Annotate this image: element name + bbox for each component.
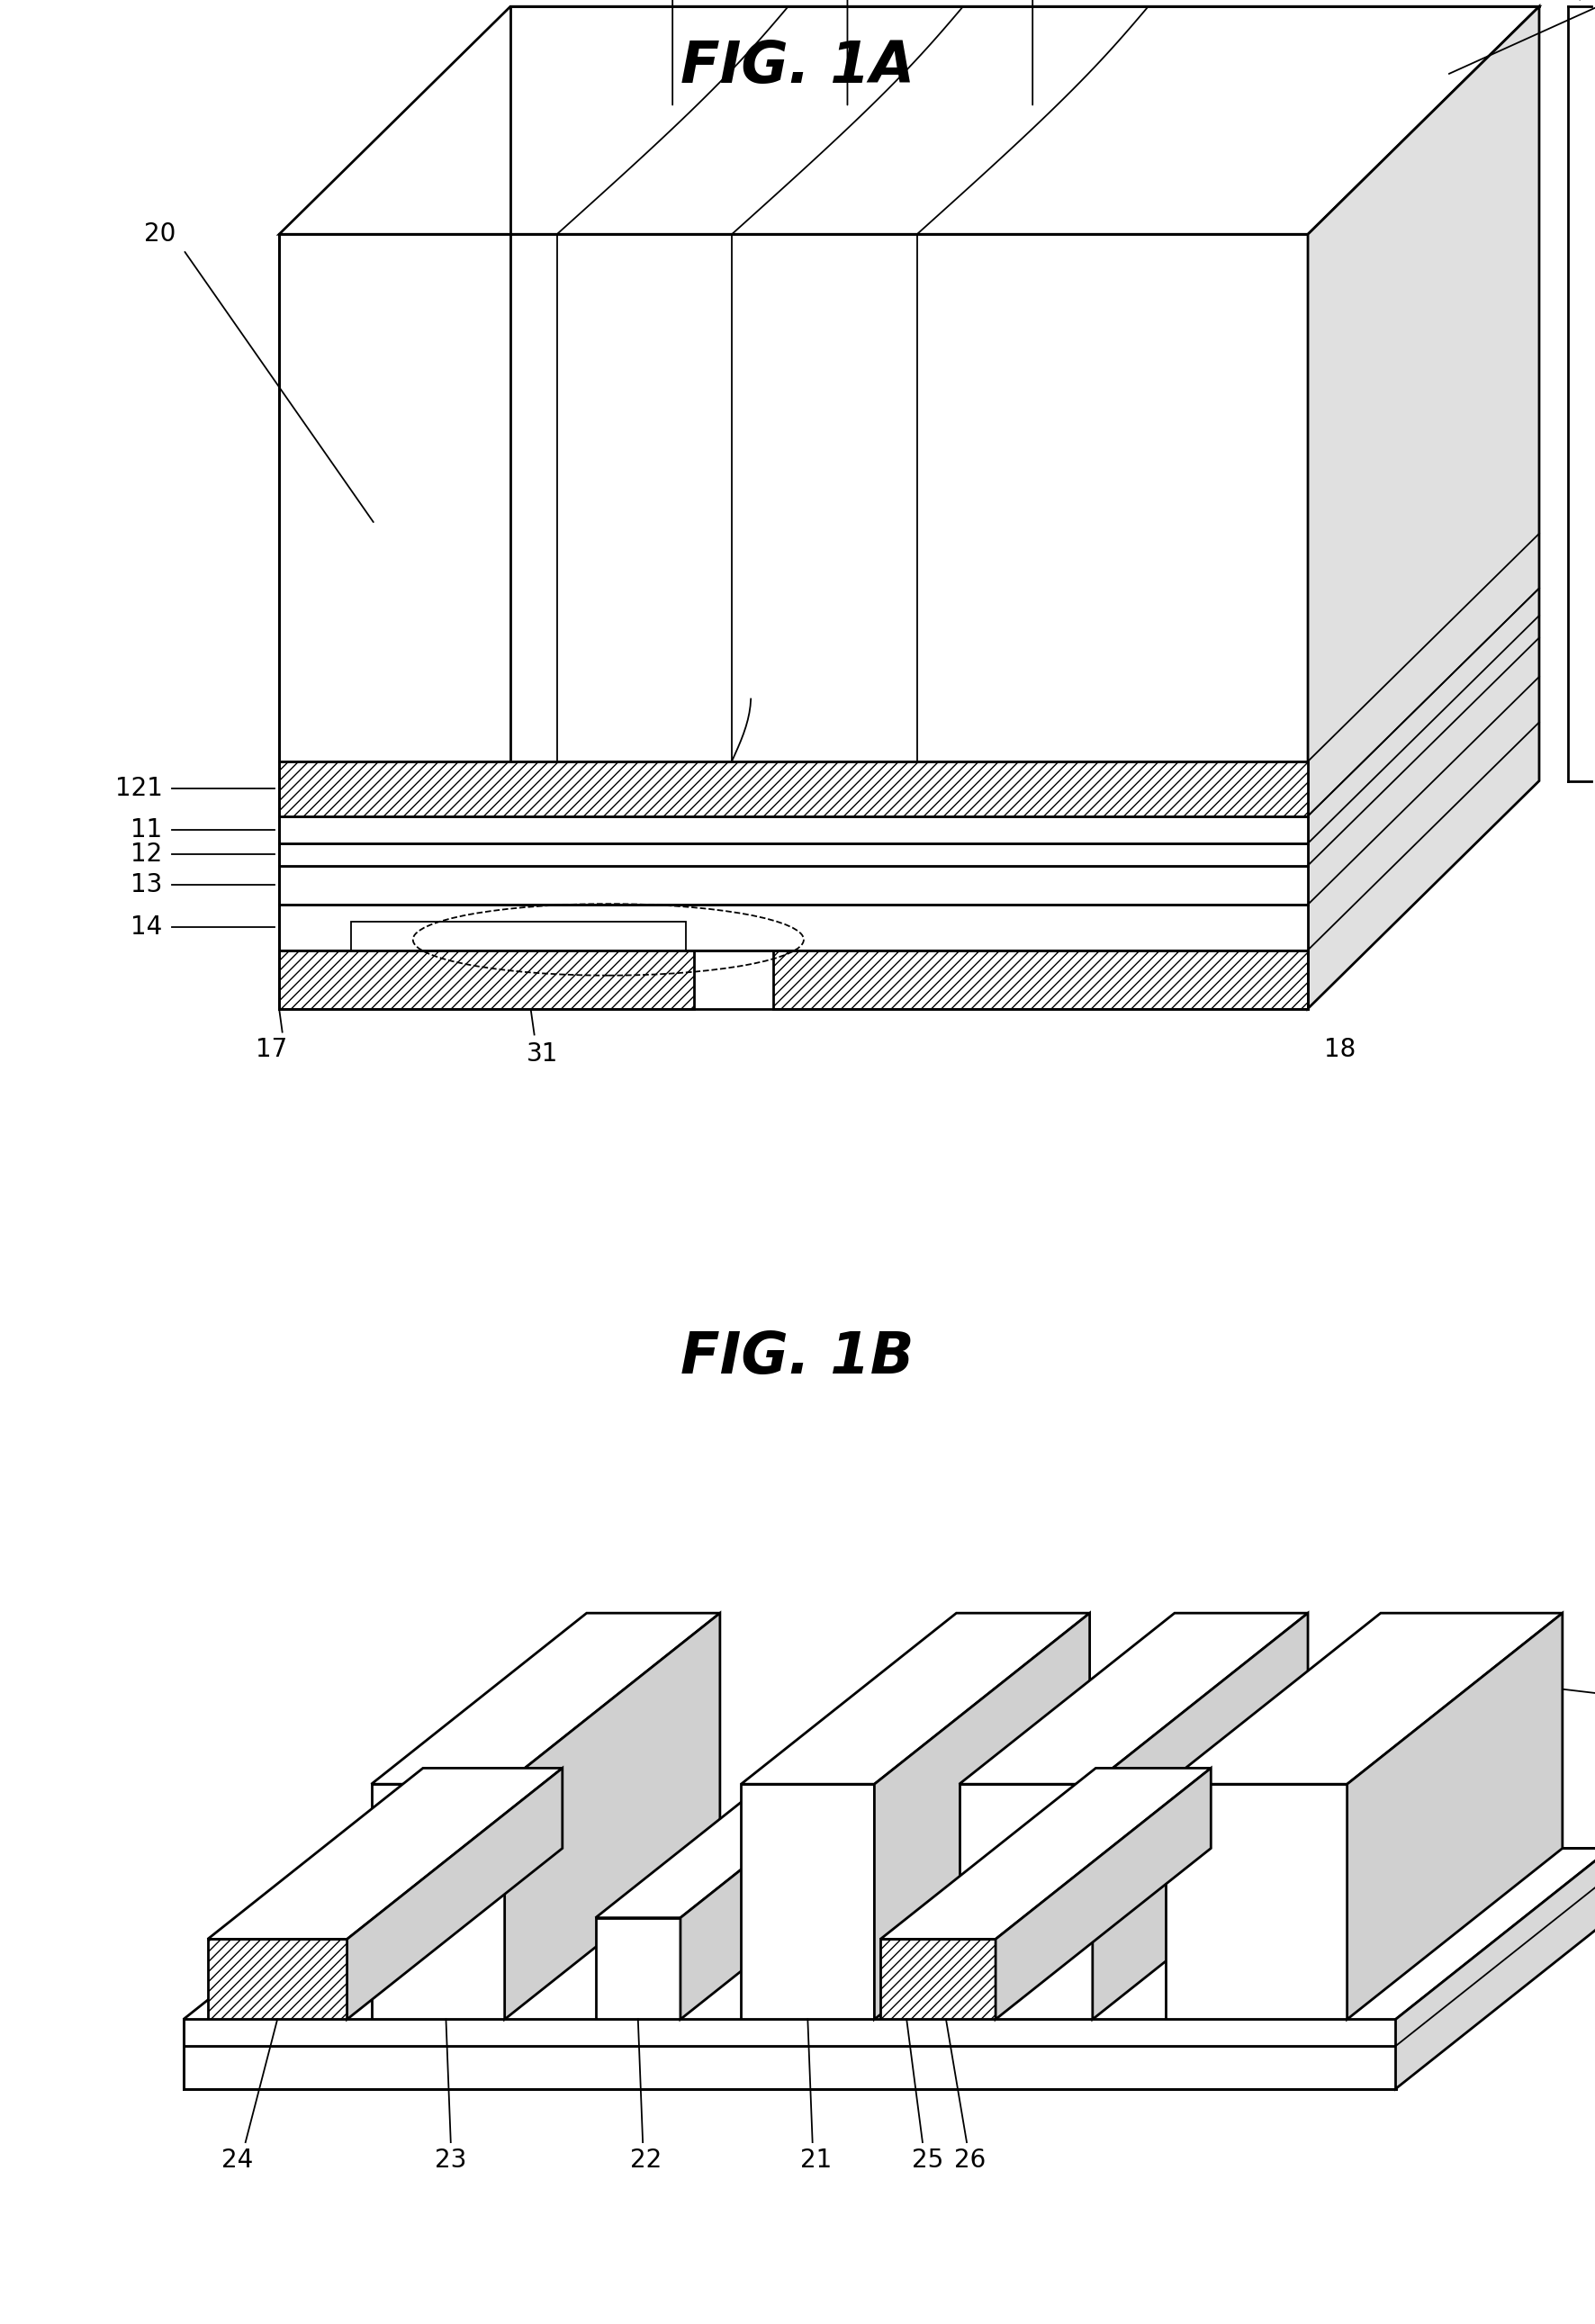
Polygon shape xyxy=(595,1917,681,2020)
Polygon shape xyxy=(1166,1613,1563,1785)
Polygon shape xyxy=(1348,1613,1563,2020)
Text: 21: 21 xyxy=(799,2147,831,2173)
Text: 26: 26 xyxy=(954,2147,986,2173)
Polygon shape xyxy=(1166,1785,1348,2020)
Text: 23: 23 xyxy=(435,2147,467,2173)
Polygon shape xyxy=(183,2045,1396,2089)
Text: 13: 13 xyxy=(131,872,163,897)
Polygon shape xyxy=(1093,1613,1308,2020)
Polygon shape xyxy=(372,1613,719,1785)
Polygon shape xyxy=(504,1613,719,2020)
Text: 121: 121 xyxy=(115,776,163,802)
Polygon shape xyxy=(279,865,1308,904)
Polygon shape xyxy=(372,1785,504,2020)
Polygon shape xyxy=(279,7,1539,235)
Text: 20: 20 xyxy=(144,221,175,246)
Text: 10: 10 xyxy=(1448,0,1595,74)
Polygon shape xyxy=(183,1848,1595,2020)
Text: 25: 25 xyxy=(911,2147,943,2173)
Polygon shape xyxy=(742,1785,874,2020)
Polygon shape xyxy=(351,920,686,951)
Text: 11: 11 xyxy=(131,818,163,841)
Text: FIG. 1B: FIG. 1B xyxy=(681,1329,914,1385)
Polygon shape xyxy=(279,844,1308,865)
Text: FIG. 1A: FIG. 1A xyxy=(681,40,914,95)
Polygon shape xyxy=(279,904,1308,951)
Polygon shape xyxy=(880,1769,1211,1938)
Polygon shape xyxy=(183,2020,1396,2045)
Text: 22: 22 xyxy=(630,2147,662,2173)
Text: 31: 31 xyxy=(526,1041,558,1067)
Text: 14: 14 xyxy=(131,916,163,939)
Polygon shape xyxy=(279,816,1308,844)
Text: 17: 17 xyxy=(255,1037,287,1062)
Text: 27: 27 xyxy=(1501,1683,1595,1710)
Polygon shape xyxy=(1396,1848,1595,2089)
Text: 12: 12 xyxy=(131,841,163,867)
Polygon shape xyxy=(279,951,694,1009)
Polygon shape xyxy=(279,762,1308,816)
Polygon shape xyxy=(207,1938,348,2020)
Polygon shape xyxy=(348,1769,563,2020)
Polygon shape xyxy=(874,1613,1089,2020)
Polygon shape xyxy=(995,1769,1211,2020)
Polygon shape xyxy=(959,1613,1308,1785)
Polygon shape xyxy=(279,235,1308,762)
Text: 24: 24 xyxy=(222,2147,254,2173)
Text: 18: 18 xyxy=(1324,1037,1356,1062)
Polygon shape xyxy=(880,1938,995,2020)
Polygon shape xyxy=(774,951,1308,1009)
Polygon shape xyxy=(742,1613,1089,1785)
Polygon shape xyxy=(681,1748,896,2020)
Polygon shape xyxy=(595,1748,896,1917)
Polygon shape xyxy=(959,1785,1093,2020)
Polygon shape xyxy=(207,1769,563,1938)
Polygon shape xyxy=(1308,7,1539,1009)
